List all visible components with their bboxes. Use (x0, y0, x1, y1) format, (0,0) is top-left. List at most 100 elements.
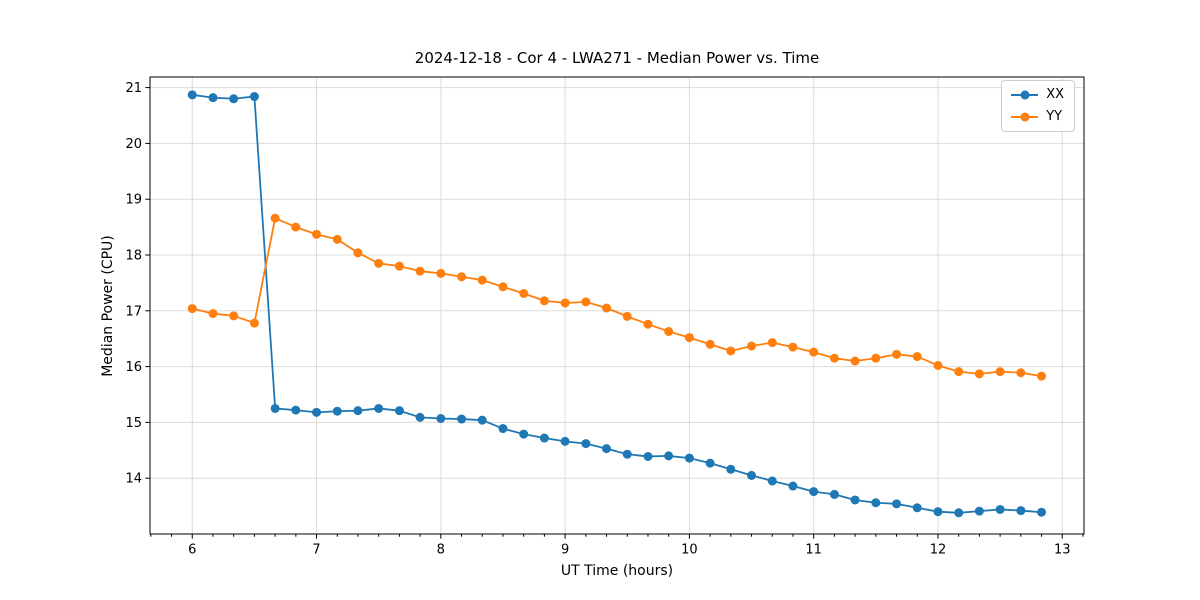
legend-label: XX (1046, 87, 1064, 102)
data-point-yy (767, 338, 777, 348)
x-axis-label: UT Time (hours) (560, 563, 674, 579)
data-point-xx (850, 495, 860, 505)
y-tick-label: 14 (125, 472, 142, 487)
data-point-xx (684, 453, 694, 463)
data-point-xx (539, 433, 549, 443)
data-point-yy (560, 298, 570, 308)
data-point-yy (374, 258, 384, 268)
data-point-xx (498, 424, 508, 434)
data-point-yy (436, 268, 446, 278)
legend: XX YY (1001, 80, 1075, 132)
data-point-xx (353, 406, 363, 416)
data-point-xx (436, 413, 446, 423)
data-point-xx (291, 405, 301, 415)
data-point-yy (208, 309, 218, 319)
legend-marker-yy (1011, 112, 1039, 122)
data-point-yy (912, 352, 922, 362)
data-point-xx (312, 407, 322, 417)
data-point-yy (270, 213, 280, 223)
data-point-xx (229, 94, 239, 104)
data-point-xx (622, 449, 632, 459)
y-tick-label: 20 (125, 137, 142, 152)
data-point-yy (519, 289, 529, 299)
data-point-yy (747, 341, 757, 351)
data-point-yy (643, 319, 653, 329)
data-point-xx (809, 487, 819, 497)
data-point-xx (1036, 507, 1046, 517)
chart-title: 2024-12-18 - Cor 4 - LWA271 - Median Pow… (414, 49, 820, 67)
data-point-yy (394, 261, 404, 271)
data-point-yy (954, 367, 964, 377)
x-tick-label: 8 (437, 543, 445, 558)
data-point-yy (974, 369, 984, 379)
data-point-yy (664, 326, 674, 336)
y-tick-label: 15 (125, 416, 142, 431)
legend-marker-xx (1011, 90, 1039, 100)
data-point-xx (933, 507, 943, 517)
data-point-xx (332, 406, 342, 416)
y-tick-label: 19 (125, 193, 142, 208)
data-point-yy (1016, 368, 1026, 378)
data-point-xx (892, 499, 902, 509)
data-point-xx (643, 451, 653, 461)
data-point-yy (477, 275, 487, 285)
series-line-xx (191, 93, 1043, 514)
data-point-xx (560, 436, 570, 446)
plot-border (149, 76, 1085, 535)
data-point-yy (187, 304, 197, 314)
data-point-yy (539, 296, 549, 306)
data-point-xx (664, 451, 674, 461)
data-point-yy (312, 229, 322, 239)
data-point-xx (1016, 506, 1026, 516)
data-point-xx (767, 476, 777, 486)
data-point-xx (912, 503, 922, 513)
series-line-yy (191, 217, 1043, 377)
data-point-yy (229, 311, 239, 321)
data-point-yy (684, 333, 694, 343)
data-point-xx (270, 403, 280, 413)
data-point-yy (809, 347, 819, 357)
x-tick-label: 12 (930, 543, 947, 558)
y-tick-label: 17 (125, 304, 142, 319)
legend-item-xx: XX (1011, 86, 1064, 104)
data-point-yy (829, 353, 839, 363)
data-point-yy (871, 353, 881, 363)
data-point-yy (415, 266, 425, 276)
data-point-xx (726, 464, 736, 474)
data-point-xx (601, 444, 611, 454)
data-point-yy (788, 342, 798, 352)
legend-label: YY (1046, 109, 1063, 124)
x-tick-label: 13 (1054, 543, 1071, 558)
data-point-yy (622, 311, 632, 321)
data-point-xx (829, 489, 839, 499)
data-point-yy (353, 248, 363, 258)
data-point-xx (788, 481, 798, 491)
data-point-xx (954, 508, 964, 518)
data-point-xx (519, 429, 529, 439)
x-tick-label: 10 (681, 543, 698, 558)
data-point-yy (457, 272, 467, 282)
data-point-xx (415, 412, 425, 422)
legend-dot-icon (1020, 90, 1030, 100)
data-point-xx (187, 90, 197, 100)
data-point-yy (850, 356, 860, 366)
legend-item-yy: YY (1011, 108, 1064, 126)
data-point-xx (995, 504, 1005, 514)
y-tick-label: 16 (125, 360, 142, 375)
data-point-xx (974, 506, 984, 516)
x-tick-label: 11 (805, 543, 822, 558)
data-point-xx (374, 403, 384, 413)
y-axis-label: Median Power (CPU) (100, 235, 116, 377)
data-point-yy (933, 360, 943, 370)
data-point-xx (208, 93, 218, 103)
data-point-yy (498, 282, 508, 292)
x-tick-label: 6 (188, 543, 196, 558)
y-tick-label: 21 (125, 81, 142, 96)
x-tick-label: 7 (312, 543, 320, 558)
data-point-xx (477, 415, 487, 425)
data-point-xx (871, 498, 881, 508)
data-point-yy (726, 346, 736, 356)
data-point-yy (581, 297, 591, 307)
